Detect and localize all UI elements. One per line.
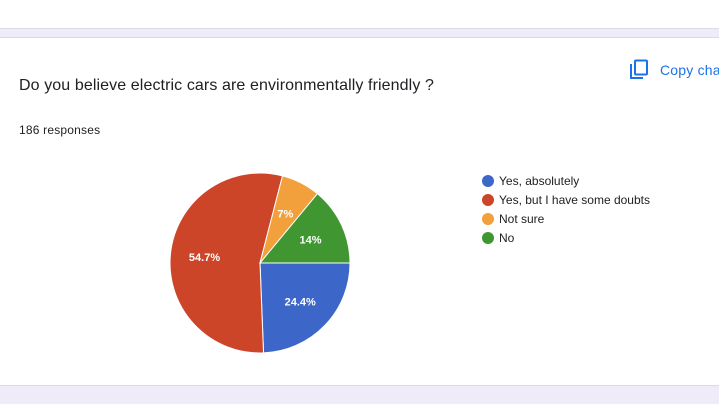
- pie-slice-yes-with-doubts[interactable]: [169, 172, 284, 354]
- pie-label-yes-with-doubts: 54.7%: [189, 252, 220, 264]
- pie-chart: 24.4% 54.7% 7% 14%: [169, 172, 351, 354]
- legend-label: Not sure: [499, 211, 545, 226]
- copy-chart-button[interactable]: Copy chart: [628, 57, 719, 83]
- legend-swatch: [482, 193, 494, 206]
- pie-label-yes-absolutely: 24.4%: [285, 297, 316, 309]
- copy-icon: [628, 59, 650, 81]
- chart-legend: Yes, absolutely Yes, but I have some doub…: [482, 171, 650, 247]
- legend-label: Yes, absolutely: [499, 173, 580, 188]
- legend-swatch: [482, 174, 494, 187]
- legend-item-yes-absolutely[interactable]: Yes, absolutely: [482, 171, 650, 190]
- previous-card: [0, 0, 719, 29]
- pie-slice-no[interactable]: [258, 192, 351, 264]
- legend-swatch: [482, 231, 494, 244]
- pie-slice-yes-absolutely[interactable]: [259, 262, 351, 354]
- copy-chart-label: Copy chart: [660, 62, 719, 78]
- pie-label-no: 14%: [299, 234, 321, 246]
- legend-item-no[interactable]: No: [482, 228, 650, 247]
- legend-label: No: [499, 230, 515, 245]
- legend-item-yes-with-doubts[interactable]: Yes, but I have some doubts: [482, 190, 650, 209]
- question-title: Do you believe electric cars are environ…: [19, 77, 434, 94]
- response-count: 186 responses: [19, 123, 101, 137]
- pie-label-not-sure: 7%: [277, 208, 293, 220]
- legend-label: Yes, but I have some doubts: [499, 192, 650, 207]
- question-summary-card: Copy chart Do you believe electric cars …: [0, 37, 719, 386]
- legend-item-not-sure[interactable]: Not sure: [482, 209, 650, 228]
- legend-swatch: [482, 212, 494, 225]
